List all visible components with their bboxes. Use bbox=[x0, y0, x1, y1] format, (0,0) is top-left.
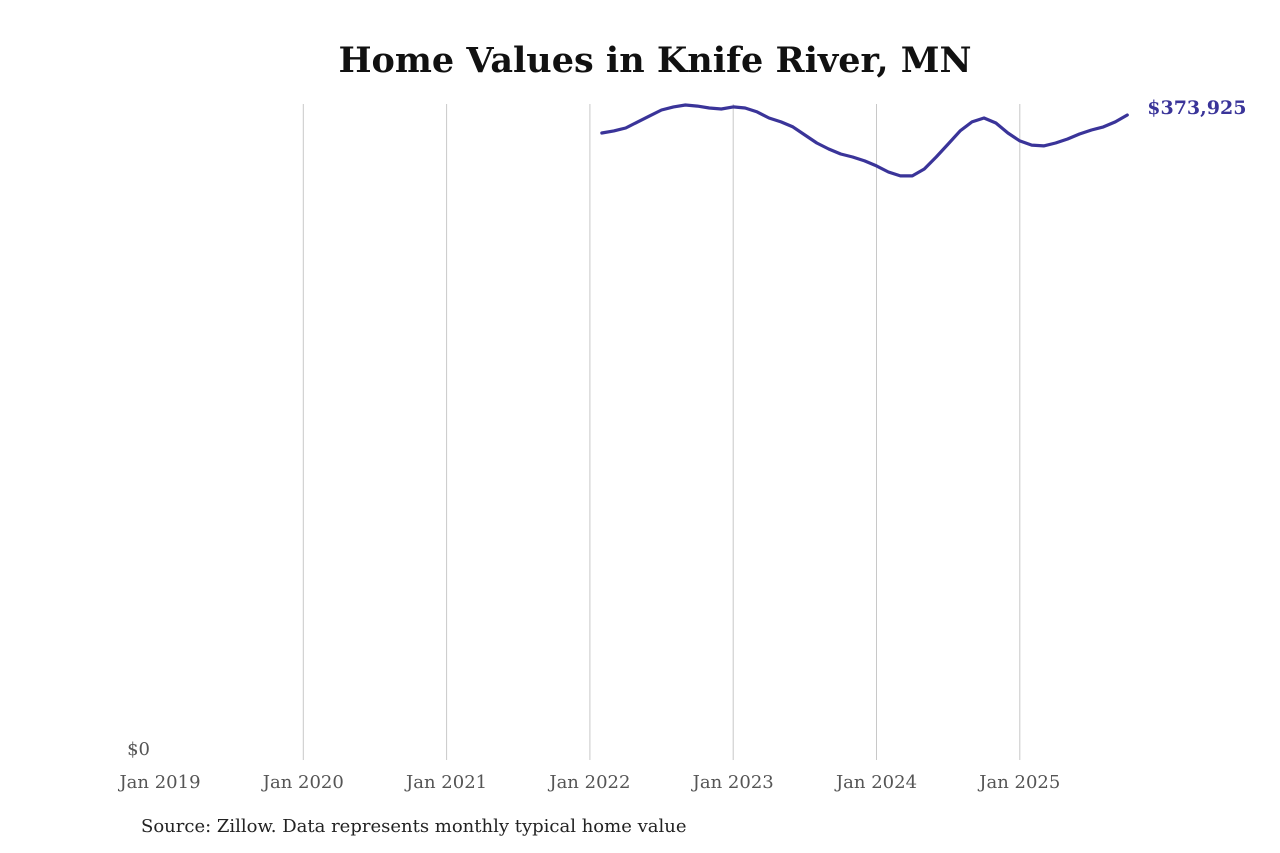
x-tick-label: Jan 2020 bbox=[261, 772, 344, 793]
source-note: Source: Zillow. Data represents monthly … bbox=[141, 816, 687, 837]
end-value-label: $373,925 bbox=[1147, 97, 1246, 119]
chart-title: Home Values in Knife River, MN bbox=[338, 40, 972, 81]
y-tick-label: $0 bbox=[127, 739, 150, 760]
x-tick-label: Jan 2021 bbox=[404, 772, 487, 793]
x-tick-label: Jan 2024 bbox=[834, 772, 917, 793]
series-line bbox=[600, 103, 1129, 178]
x-tick-label: Jan 2019 bbox=[117, 772, 200, 793]
x-tick-label: Jan 2022 bbox=[547, 772, 630, 793]
x-tick-label: Jan 2025 bbox=[977, 772, 1060, 793]
x-tick-label: Jan 2023 bbox=[691, 772, 774, 793]
